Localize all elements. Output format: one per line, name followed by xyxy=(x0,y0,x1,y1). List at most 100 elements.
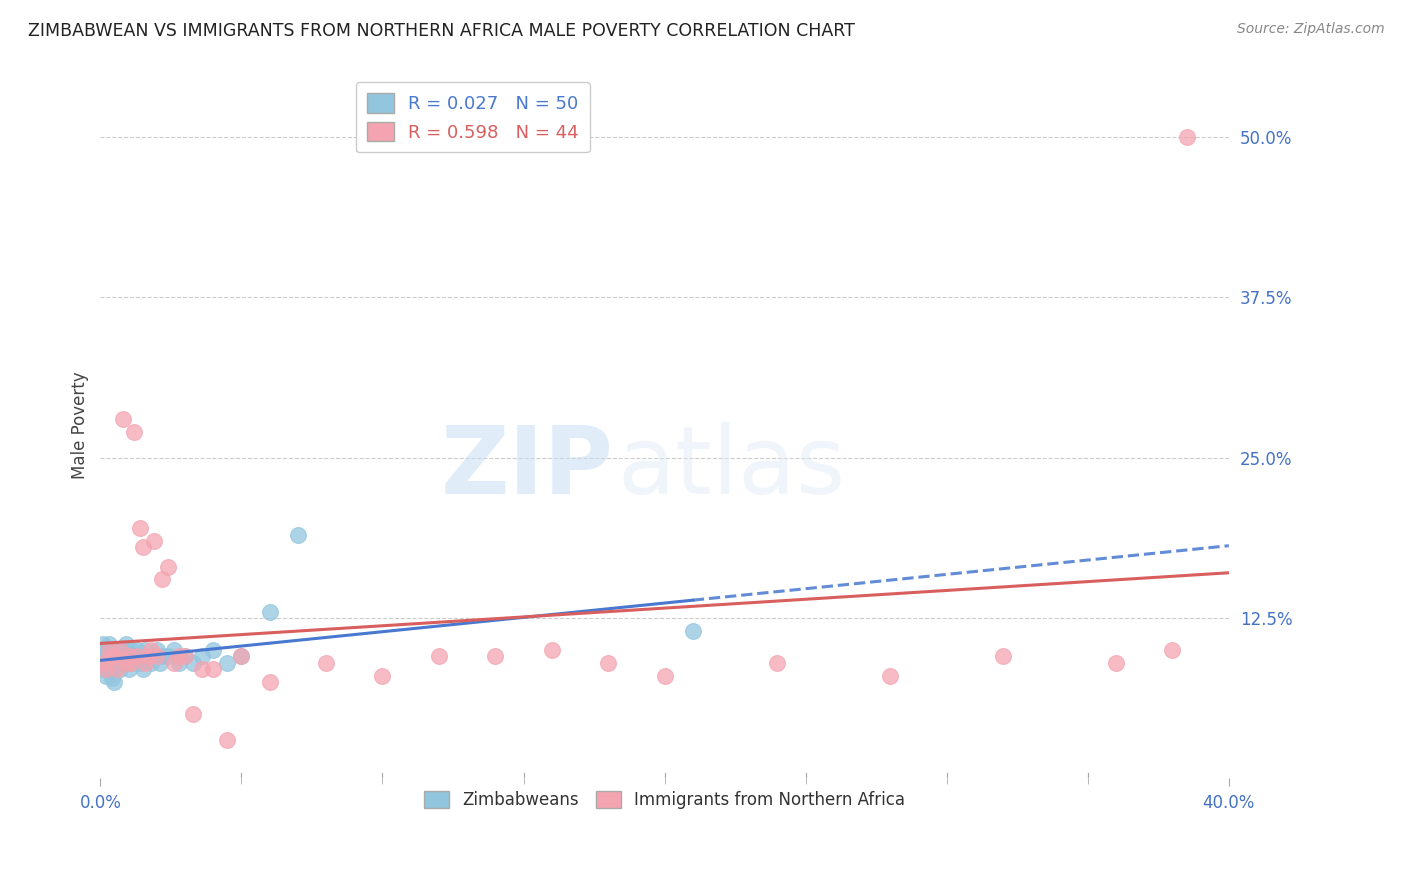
Point xyxy=(202,643,225,657)
Point xyxy=(108,662,131,676)
Point xyxy=(91,662,114,676)
Point xyxy=(371,668,394,682)
Point xyxy=(97,643,120,657)
Point xyxy=(169,649,191,664)
Point xyxy=(131,649,153,664)
Point xyxy=(120,656,142,670)
Point xyxy=(191,662,214,676)
Point xyxy=(120,643,142,657)
Text: Source: ZipAtlas.com: Source: ZipAtlas.com xyxy=(1237,22,1385,37)
Point xyxy=(108,649,131,664)
Point xyxy=(217,732,239,747)
Point xyxy=(163,656,186,670)
Point xyxy=(654,668,676,682)
Point xyxy=(111,643,134,657)
Point xyxy=(991,649,1014,664)
Point xyxy=(1161,643,1184,657)
Point xyxy=(146,649,169,664)
Point xyxy=(114,656,136,670)
Point xyxy=(146,643,169,657)
Point xyxy=(108,643,131,657)
Point xyxy=(174,649,197,664)
Point xyxy=(231,649,253,664)
Point xyxy=(91,656,114,670)
Point xyxy=(91,649,114,664)
Point xyxy=(117,649,139,664)
Point xyxy=(142,534,165,549)
Point xyxy=(1105,656,1128,670)
Point xyxy=(202,662,225,676)
Point xyxy=(103,662,125,676)
Point xyxy=(136,649,159,664)
Point xyxy=(259,675,281,690)
Point xyxy=(766,656,789,670)
Point xyxy=(100,646,122,660)
Point xyxy=(598,656,620,670)
Point xyxy=(149,656,172,670)
Point xyxy=(114,637,136,651)
Point xyxy=(117,649,139,664)
Point xyxy=(169,656,191,670)
Point xyxy=(163,643,186,657)
Text: ZIP: ZIP xyxy=(441,422,614,514)
Point xyxy=(134,643,156,657)
Point xyxy=(484,649,506,664)
Point xyxy=(131,541,153,555)
Point xyxy=(117,662,139,676)
Point xyxy=(540,643,562,657)
Point xyxy=(427,649,450,664)
Point xyxy=(1175,130,1198,145)
Point xyxy=(100,649,122,664)
Point xyxy=(122,649,145,664)
Point xyxy=(152,649,174,664)
Point xyxy=(100,671,122,685)
Point xyxy=(97,649,120,664)
Point xyxy=(183,656,205,670)
Point xyxy=(114,649,136,664)
Point xyxy=(879,668,901,682)
Point xyxy=(105,643,128,657)
Point xyxy=(103,675,125,690)
Point xyxy=(136,649,159,664)
Point xyxy=(128,656,150,670)
Text: ZIMBABWEAN VS IMMIGRANTS FROM NORTHERN AFRICA MALE POVERTY CORRELATION CHART: ZIMBABWEAN VS IMMIGRANTS FROM NORTHERN A… xyxy=(28,22,855,40)
Point xyxy=(122,425,145,439)
Point xyxy=(217,656,239,670)
Point xyxy=(142,649,165,664)
Point xyxy=(139,643,162,657)
Point xyxy=(191,649,214,664)
Point xyxy=(259,605,281,619)
Point xyxy=(94,643,117,657)
Point xyxy=(94,668,117,682)
Point xyxy=(134,656,156,670)
Point xyxy=(91,637,114,651)
Point xyxy=(100,658,122,673)
Point xyxy=(94,662,117,676)
Point xyxy=(105,662,128,676)
Point xyxy=(125,649,148,664)
Point xyxy=(183,707,205,722)
Point xyxy=(97,637,120,651)
Point xyxy=(105,656,128,670)
Point xyxy=(128,521,150,535)
Point xyxy=(131,662,153,676)
Point xyxy=(111,412,134,426)
Point xyxy=(682,624,704,638)
Point xyxy=(125,643,148,657)
Point xyxy=(103,649,125,664)
Point xyxy=(94,656,117,670)
Point xyxy=(139,656,162,670)
Y-axis label: Male Poverty: Male Poverty xyxy=(72,372,89,479)
Point xyxy=(157,649,180,664)
Point xyxy=(287,527,309,541)
Point xyxy=(174,649,197,664)
Point xyxy=(152,573,174,587)
Point xyxy=(231,649,253,664)
Text: atlas: atlas xyxy=(617,422,845,514)
Point xyxy=(111,656,134,670)
Point xyxy=(315,656,337,670)
Point xyxy=(103,649,125,664)
Legend: Zimbabweans, Immigrants from Northern Africa: Zimbabweans, Immigrants from Northern Af… xyxy=(418,784,911,816)
Point xyxy=(120,656,142,670)
Point xyxy=(157,559,180,574)
